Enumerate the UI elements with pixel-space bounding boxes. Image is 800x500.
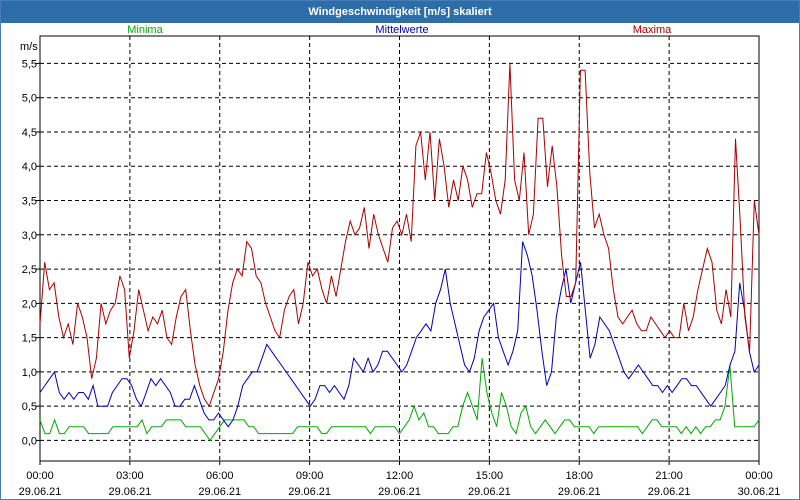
x-tick-date: 29.06.21 <box>648 486 691 498</box>
x-tick-time: 00:00 <box>26 470 54 482</box>
x-tick-date: 29.06.21 <box>108 486 151 498</box>
y-tick-label: 2,5 <box>22 264 37 276</box>
gridlines <box>40 36 759 461</box>
x-tick-date: 29.06.21 <box>288 486 331 498</box>
x-tick-time: 18:00 <box>565 470 593 482</box>
legend: Minima Mittelwerte Maxima <box>127 24 672 36</box>
x-axis: 00:00 29.06.21 03:00 29.06.21 06:00 29.06.21 0… <box>19 461 781 498</box>
x-tick-date: 29.06.21 <box>19 486 62 498</box>
legend-minima: Minima <box>127 24 163 36</box>
x-tick-date: 29.06.21 <box>198 486 241 498</box>
y-tick-label: 0,0 <box>22 435 37 447</box>
x-tick-date: 29.06.21 <box>378 486 421 498</box>
y-axis-unit-label: m/s <box>20 41 38 53</box>
x-tick-time: 09:00 <box>296 470 324 482</box>
x-tick-time: 03:00 <box>116 470 144 482</box>
series-line-mittelwerte <box>39 241 760 428</box>
chart-title: Windgeschwindigkeit [m/s] skaliert <box>1 1 799 23</box>
series-lines <box>39 63 760 442</box>
x-tick-date: 29.06.21 <box>468 486 511 498</box>
legend-maxima: Maxima <box>633 24 672 36</box>
x-tick-time: 00:00 <box>745 470 773 482</box>
y-tick-label: 3,0 <box>22 230 37 242</box>
y-tick-label: 4,5 <box>22 127 37 139</box>
y-tick-label: 4,0 <box>22 161 37 173</box>
x-tick-time: 15:00 <box>476 470 504 482</box>
x-tick-time: 06:00 <box>206 470 234 482</box>
x-tick-time: 12:00 <box>386 470 414 482</box>
x-tick-time: 21:00 <box>655 470 683 482</box>
y-tick-label: 1,0 <box>22 367 37 379</box>
y-tick-label: 3,5 <box>22 196 37 208</box>
y-axis: m/s 0,0 0,5 1,0 1,5 2,0 2,5 3,0 3,5 4,0 4,5 5,0 5,5 <box>20 41 40 447</box>
x-tick-date: 29.06.21 <box>558 486 601 498</box>
legend-mittelwerte: Mittelwerte <box>375 24 428 36</box>
y-tick-label: 5,5 <box>22 58 37 70</box>
y-tick-label: 5,0 <box>22 93 37 105</box>
series-line-maxima <box>39 63 760 408</box>
y-tick-label: 0,5 <box>22 401 37 413</box>
x-tick-date: 30.06.21 <box>738 486 781 498</box>
y-tick-label: 1,5 <box>22 333 37 345</box>
series-line-minima <box>39 358 760 442</box>
y-tick-label: 2,0 <box>22 298 37 310</box>
